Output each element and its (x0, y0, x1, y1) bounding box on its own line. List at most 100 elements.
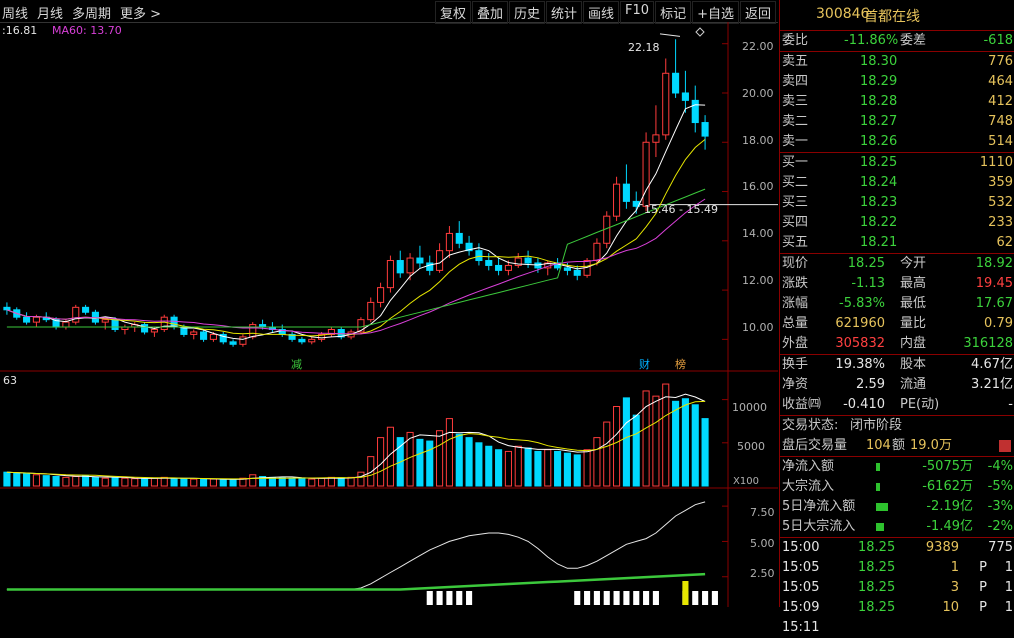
stat-value: 18.25 (847, 256, 885, 271)
stat-row: 外盘 305832 内盘 316128 (780, 334, 1014, 354)
tick-price: 18.25 (858, 540, 896, 555)
volume-bar (3, 471, 11, 487)
indicator-series (6, 501, 718, 605)
stat-row: 涨跌 -1.13 最高 19.45 (780, 274, 1014, 294)
stat-value: -5.83% (839, 296, 885, 311)
bid-label: 买四 (782, 215, 809, 230)
signal-stripe (623, 591, 630, 605)
candle-body (3, 306, 11, 311)
tick-row: 15:05 18.25 3 P 1 (780, 578, 1014, 598)
volume-bar (318, 477, 326, 487)
after-hours-volume: 104 (866, 438, 891, 453)
ma-label-1: :16.81 (2, 24, 37, 37)
flow-pct: -5% (987, 479, 1013, 494)
marker-finance[interactable]: 财 (639, 357, 650, 371)
chart-area[interactable]: :16.81 MA60: 13.70 22.00 20.00 18.00 16.… (0, 22, 778, 607)
vol-tick-10000: 10000 (732, 401, 767, 414)
bid-price: 18.22 (860, 215, 898, 230)
vol-unit: X100 (733, 476, 759, 487)
flow-value: -2.19亿 (926, 499, 973, 514)
candle-body (62, 321, 70, 328)
volume-bar (367, 456, 375, 487)
y-tick-10: 10.00 (742, 321, 774, 334)
candle-body (642, 141, 650, 207)
bid-label: 买三 (782, 195, 809, 210)
volume-bar (495, 449, 503, 487)
tick-price: 18.25 (858, 560, 896, 575)
history-button[interactable]: 历史 (508, 1, 545, 24)
volume-bar (475, 442, 483, 487)
ask-levels: 卖五 18.30 776 卖四 18.29 464 卖三 18.28 412 卖二 18.27 748… (780, 52, 1014, 153)
stat-label-2: 量比 (900, 316, 927, 331)
volume-bar (249, 474, 257, 487)
ask-label: 卖五 (782, 54, 809, 69)
tab-more[interactable]: 更多 > (120, 7, 162, 22)
volume-bar (298, 478, 306, 487)
f10-button[interactable]: F10 (620, 1, 655, 24)
kline-chart[interactable]: :16.81 MA60: 13.70 22.00 20.00 18.00 16.… (0, 22, 778, 607)
period-tabs: 周线 月线 多周期 更多 > (2, 3, 170, 22)
flow-value: -1.49亿 (926, 519, 973, 534)
add-watchlist-button[interactable]: +自选 (692, 1, 739, 24)
flow-value: -5075万 (922, 459, 973, 474)
tick-volume: 3 (950, 580, 959, 595)
signal-stripe (603, 591, 610, 605)
volume-bar (563, 452, 571, 487)
volume-bar (445, 418, 453, 487)
volume-series (3, 383, 709, 487)
candle-body (23, 316, 31, 323)
volume-bar (632, 414, 640, 487)
flow-row: 大宗流入 -6162万 -5% (780, 477, 1014, 497)
ma5-line (6, 104, 706, 340)
statistics-button[interactable]: 统计 (546, 1, 583, 24)
ask-volume: 776 (988, 54, 1013, 69)
volume-bar (278, 477, 286, 487)
candle-body (573, 269, 581, 276)
volume-bar (209, 478, 217, 487)
bid-label: 买二 (782, 175, 809, 190)
back-button[interactable]: 返回 (739, 1, 776, 24)
volume-bar (337, 477, 345, 487)
overlay-button[interactable]: 叠加 (471, 1, 508, 24)
share-label-2: PE(动) (900, 397, 940, 412)
candle-body (308, 338, 316, 343)
volume-bar (62, 476, 70, 487)
candle-body (455, 232, 463, 244)
candle-body (111, 319, 119, 331)
restore-rights-button[interactable]: 复权 (434, 1, 471, 24)
candle-body (190, 331, 198, 335)
ma10-line (6, 139, 706, 337)
marker-reduce[interactable]: 减 (291, 358, 302, 371)
weibi-row: 委比 -11.86% 委差 -618 (780, 31, 1014, 52)
volume-bar (603, 421, 611, 487)
tab-monthly[interactable]: 月线 (37, 7, 64, 22)
tab-multi-period[interactable]: 多周期 (72, 7, 112, 22)
signal-stripe (456, 591, 463, 605)
candle-body (377, 287, 385, 303)
candle-body (318, 333, 326, 340)
signal-stripe (702, 591, 709, 605)
range-label: 15.46 - 15.49 (644, 203, 718, 216)
marker-list[interactable]: 榜 (675, 357, 686, 371)
after-hours-label: 盘后交易量 (782, 438, 848, 453)
share-row: 收益㈣ -0.410 PE(动) - (780, 395, 1014, 415)
share-stats: 换手 19.38% 股本 4.67亿 净资 2.59 流通 3.21亿 收益㈣ -0.410 PE(… (780, 355, 1014, 416)
mark-button[interactable]: 标记 (655, 1, 692, 24)
draw-line-button[interactable]: 画线 (583, 1, 620, 24)
ma60-label: MA60: 13.70 (52, 24, 122, 37)
candle-body (386, 260, 394, 289)
bid-label: 买一 (782, 155, 809, 170)
vol-ma10-line (6, 400, 706, 480)
ask-volume: 748 (988, 114, 1013, 129)
capital-flow-icon[interactable] (999, 440, 1011, 452)
tab-weekly[interactable]: 周线 (2, 7, 29, 22)
flow-label: 净流入额 (782, 459, 835, 474)
candle-body (514, 257, 522, 266)
stat-label: 涨跌 (782, 276, 809, 291)
volume-bar (52, 475, 60, 487)
stat-row: 涨幅 -5.83% 最低 17.67 (780, 294, 1014, 314)
candle-body (485, 260, 493, 266)
volume-bar (642, 390, 650, 487)
volume-bar (357, 471, 365, 487)
tick-list[interactable]: 15:00 18.25 9389 775 15:05 18.25 1 P 1 15:05 18.25… (780, 538, 1014, 638)
